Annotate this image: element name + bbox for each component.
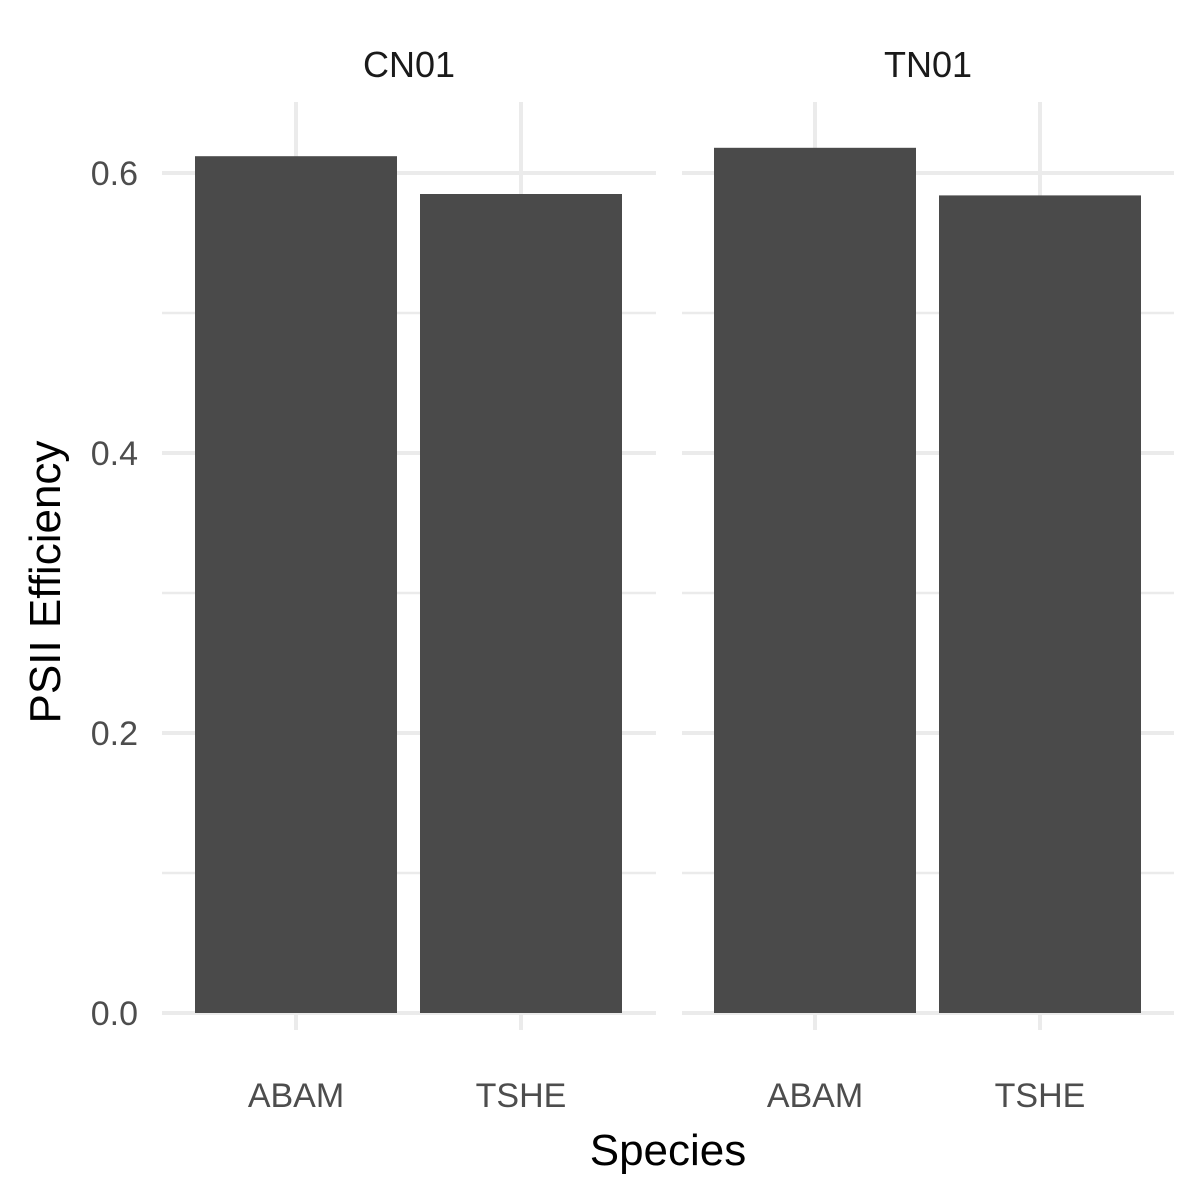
- bar: [195, 156, 397, 1013]
- bar: [939, 195, 1141, 1013]
- x-tick-label: TSHE: [995, 1077, 1086, 1115]
- bar: [714, 147, 916, 1014]
- y-tick-label: 0.0: [91, 995, 138, 1033]
- facet-panel: TN01 ABAM TSHE: [682, 44, 1174, 1115]
- y-axis-title: PSII Efficiency: [21, 441, 70, 724]
- y-tick-label: 0.2: [91, 715, 138, 753]
- x-tick-label: ABAM: [248, 1077, 344, 1115]
- x-tick-label: ABAM: [767, 1077, 863, 1115]
- x-axis-title: Species: [590, 1126, 747, 1175]
- bar: [420, 194, 622, 1013]
- facet-strip-label: TN01: [884, 44, 972, 85]
- x-tick-label: TSHE: [476, 1077, 567, 1115]
- facet-strip-label: CN01: [363, 44, 455, 85]
- y-tick-label: 0.4: [91, 435, 138, 473]
- chart-panels: CN01 ABAM TSHE TN01 ABAM TSHE: [162, 44, 1174, 1115]
- y-tick-label: 0.6: [91, 155, 138, 193]
- y-axis: 0.0 0.2 0.4 0.6: [91, 155, 138, 1033]
- facet-panel: CN01 ABAM TSHE: [162, 44, 656, 1115]
